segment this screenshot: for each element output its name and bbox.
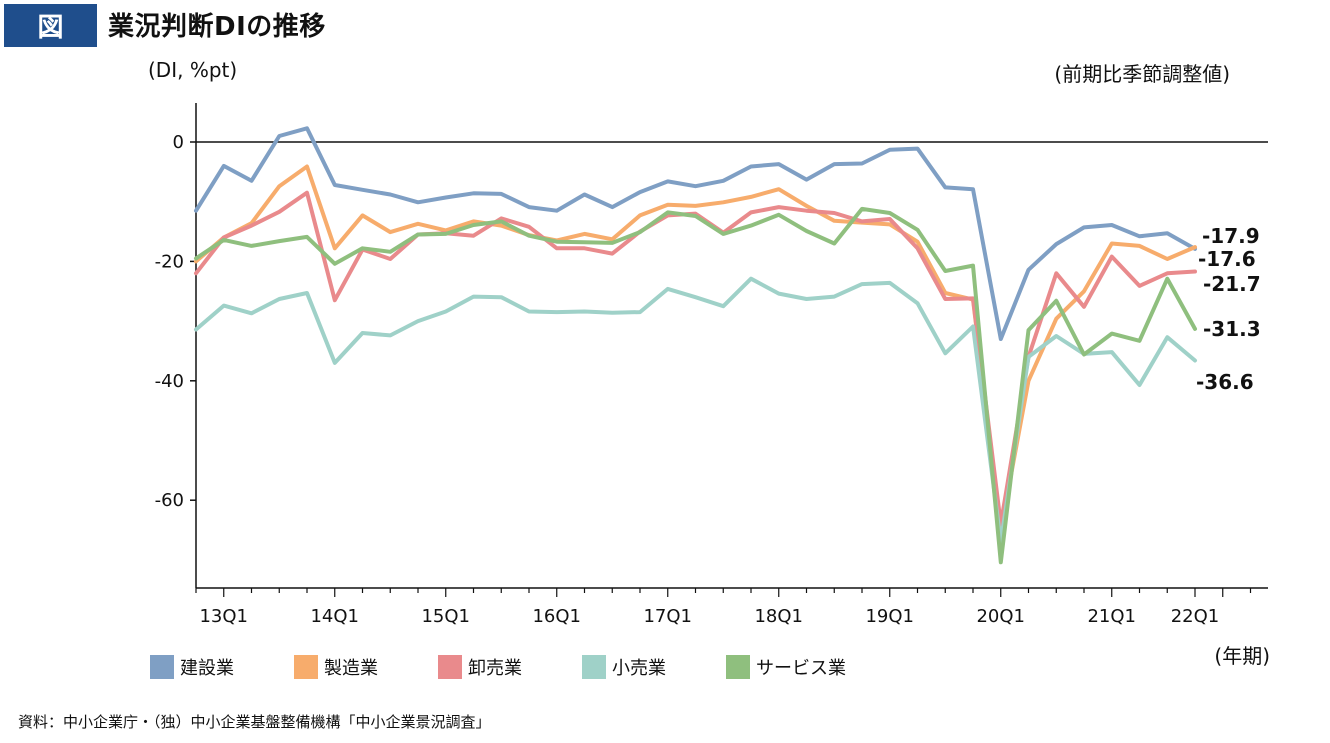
x-tick-label: 21Q1 [1087,606,1136,627]
x-tick-label: 18Q1 [754,606,803,627]
x-tick-label: 19Q1 [865,606,914,627]
y-axis-unit: (DI, %pt) [148,58,238,82]
legend-swatch [150,655,174,679]
chart-series [194,126,1197,565]
legend-item: 建設業 [150,654,294,680]
y-tick-label: -20 [155,251,184,272]
end-value-labels: -17.9-17.6-21.7 -36.6 -31.3 [1196,224,1261,394]
legend-item: 小売業 [582,654,726,680]
end-value-label: -17.9 [1202,224,1260,248]
series-line [194,190,1197,527]
x-tick-label: 14Q1 [310,606,359,627]
legend-item: 製造業 [294,654,438,680]
legend-swatch [726,655,750,679]
chart-axes: 0 -20 -40 -60 13Q1 14Q1 15Q1 16Q1 17Q1 18Q1 19Q1 20… [155,103,1268,627]
legend-label: 小売業 [612,658,666,679]
series-line [194,276,1197,544]
x-tick-label: 22Q1 [1171,606,1220,627]
series-line [194,126,1197,341]
legend-item: 卸売業 [438,654,582,680]
legend: 建設業 製造業 卸売業 小売業 サービス業 [150,654,870,680]
x-tick-label: 16Q1 [532,606,581,627]
legend-swatch [438,655,462,679]
legend-label: 製造業 [324,658,378,679]
figure-badge: 図 [4,4,97,47]
x-tick-label: 15Q1 [421,606,470,627]
legend-label: 卸売業 [468,658,522,679]
legend-swatch [582,655,606,679]
x-tick-label: 20Q1 [976,606,1025,627]
x-axis-unit: (年期) [1214,644,1270,668]
x-tick-label: 17Q1 [643,606,692,627]
legend-label: サービス業 [756,658,846,679]
end-value-label: -31.3 [1203,317,1261,341]
series-line [194,164,1197,532]
end-value-label: -21.7 [1203,272,1261,296]
chart-title: 業況判断DIの推移 [108,12,326,42]
end-value-label: -36.6 [1196,370,1254,394]
y-tick-label: 0 [173,132,184,153]
adjustment-note: (前期比季節調整値) [1054,62,1230,86]
y-tick-label: -60 [155,490,184,511]
series-line [194,206,1197,565]
y-tick-label: -40 [155,371,184,392]
end-value-label: -17.6 [1198,247,1256,271]
source-note: 資料：中小企業庁・（独）中小企業基盤整備機構「中小企業景況調査」 [18,713,491,731]
legend-swatch [294,655,318,679]
x-tick-label: 13Q1 [199,606,248,627]
legend-item: サービス業 [726,654,870,680]
legend-label: 建設業 [180,658,234,679]
